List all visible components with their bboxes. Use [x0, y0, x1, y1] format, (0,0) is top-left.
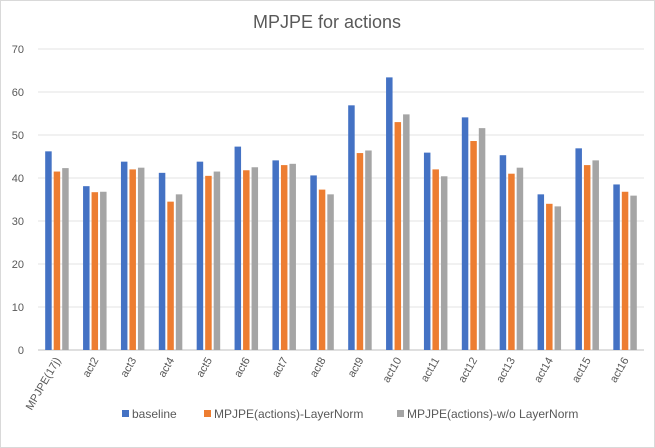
- bar: [432, 169, 439, 350]
- bar: [537, 194, 545, 350]
- bar: [167, 201, 174, 350]
- y-tick-label: 40: [12, 173, 24, 185]
- bar: [310, 175, 317, 350]
- x-tick-label: act6: [232, 356, 253, 380]
- bar: [289, 163, 296, 350]
- y-tick-label: 70: [12, 44, 24, 56]
- bar: [470, 141, 477, 350]
- bar: [583, 165, 591, 350]
- bar: [251, 167, 259, 350]
- bar: [365, 150, 372, 350]
- bar: [62, 168, 69, 350]
- bar: [508, 173, 515, 350]
- bar: [129, 169, 136, 350]
- bar: [318, 189, 326, 350]
- y-tick-label: 50: [12, 130, 24, 142]
- bar: [554, 206, 562, 350]
- x-tick-label: act3: [118, 356, 139, 380]
- bar: [272, 160, 279, 350]
- bar: [478, 128, 486, 350]
- chart-title: MPJPE for actions: [253, 12, 401, 32]
- bar: [327, 194, 334, 350]
- bar: [196, 161, 204, 350]
- x-tick-label: act16: [608, 356, 632, 385]
- bar: [91, 192, 99, 350]
- bar: [120, 161, 128, 350]
- y-tick-label: 20: [12, 259, 24, 271]
- bar: [158, 172, 166, 350]
- x-tick-label: act4: [156, 356, 177, 380]
- x-tick-label: act9: [346, 356, 367, 380]
- bar: [137, 167, 145, 350]
- x-tick-label: act13: [494, 356, 518, 385]
- legend-swatch: [122, 410, 129, 417]
- bars: [45, 77, 637, 351]
- bar: [53, 171, 61, 350]
- x-tick-label: act12: [456, 356, 480, 385]
- bar: [394, 122, 402, 350]
- bar: [205, 175, 212, 350]
- bar: [423, 152, 431, 350]
- x-tick-label: MPJPE(17j): [24, 356, 64, 413]
- bar: [243, 170, 250, 350]
- bar: [175, 194, 183, 350]
- x-axis-ticks: MPJPE(17j) act2 act3 act4 act5 act6 act7 act8 ac…: [24, 356, 632, 413]
- legend-label: MPJPE(actions)-w/o LayerNorm: [407, 407, 578, 421]
- x-tick-label: act11: [419, 356, 442, 385]
- legend-swatch: [204, 410, 211, 417]
- bar: [45, 151, 52, 350]
- bar: [630, 195, 637, 350]
- bar: [546, 203, 553, 350]
- bar: [234, 146, 242, 350]
- x-tick-label: act7: [270, 356, 291, 380]
- bar: [280, 165, 288, 350]
- bar: [592, 160, 599, 350]
- bar: [613, 184, 620, 350]
- legend-swatch: [397, 410, 404, 417]
- y-tick-label: 10: [12, 302, 24, 314]
- y-tick-label: 0: [18, 345, 24, 357]
- bar: [575, 148, 582, 350]
- y-tick-label: 30: [12, 216, 24, 228]
- bar: [213, 171, 221, 350]
- bar: [100, 191, 107, 350]
- bar: [461, 117, 469, 351]
- x-tick-label: act8: [308, 356, 329, 380]
- bar: [516, 167, 524, 350]
- y-axis-ticks: 0 10 20 30 40 50 60 70: [12, 44, 24, 357]
- legend-label: baseline: [132, 407, 177, 421]
- gridlines: [38, 48, 644, 351]
- bar: [348, 105, 355, 350]
- x-tick-label: act14: [532, 356, 556, 385]
- x-tick-label: act5: [194, 356, 215, 380]
- y-tick-label: 60: [12, 87, 24, 99]
- x-tick-label: act15: [570, 356, 594, 385]
- bar: [403, 114, 410, 350]
- bar: [621, 191, 629, 350]
- bar: [386, 77, 393, 350]
- bar: [356, 153, 364, 350]
- bar: [499, 155, 507, 350]
- bar: [440, 176, 448, 350]
- x-tick-label: act10: [381, 356, 405, 385]
- bar: [83, 186, 90, 350]
- x-tick-label: act2: [81, 356, 102, 380]
- legend: baseline MPJPE(actions)-LayerNorm MPJPE(ac…: [122, 407, 578, 421]
- legend-label: MPJPE(actions)-LayerNorm: [214, 407, 363, 421]
